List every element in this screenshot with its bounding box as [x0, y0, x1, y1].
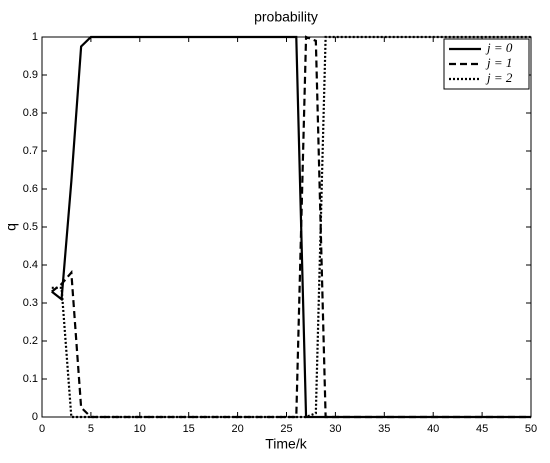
x-axis-label: Time/k [265, 436, 307, 452]
y-tick-label: 0.4 [23, 259, 38, 271]
y-tick-label: 0.8 [23, 107, 38, 119]
x-tick-label: 0 [39, 423, 45, 435]
y-tick-label: 0.6 [23, 183, 38, 195]
y-axis-label: q [3, 223, 19, 231]
y-tick-label: 0.3 [23, 297, 38, 309]
y-tick-label: 0.1 [23, 373, 38, 385]
x-tick-label: 45 [476, 423, 488, 435]
x-tick-label: 25 [280, 423, 292, 435]
plot-area [41, 36, 532, 418]
x-tick-label: 20 [231, 423, 243, 435]
y-tick-label: 0.2 [23, 335, 38, 347]
legend-label: j = 0 [485, 40, 513, 55]
legend-box [443, 38, 530, 90]
y-tick-label: 0.5 [23, 221, 38, 233]
x-tick-label: 40 [427, 423, 439, 435]
x-tick-label: 50 [525, 423, 537, 435]
y-tick-label: 0.7 [23, 145, 38, 157]
x-tick-label: 30 [329, 423, 341, 435]
chart-title: probability [254, 9, 318, 25]
x-tick-label: 35 [378, 423, 390, 435]
y-tick-label: 1 [32, 31, 38, 43]
series-line [51, 35, 531, 419]
x-tick-label: 5 [88, 423, 94, 435]
x-tick-label: 10 [134, 423, 146, 435]
y-tick-label: 0.9 [23, 69, 38, 81]
series-line [51, 35, 531, 419]
legend-label: j = 2 [485, 70, 513, 85]
x-tick-label: 15 [183, 423, 195, 435]
series-line [51, 35, 531, 419]
legend-label: j = 1 [485, 55, 512, 70]
y-tick-label: 0 [32, 411, 38, 423]
